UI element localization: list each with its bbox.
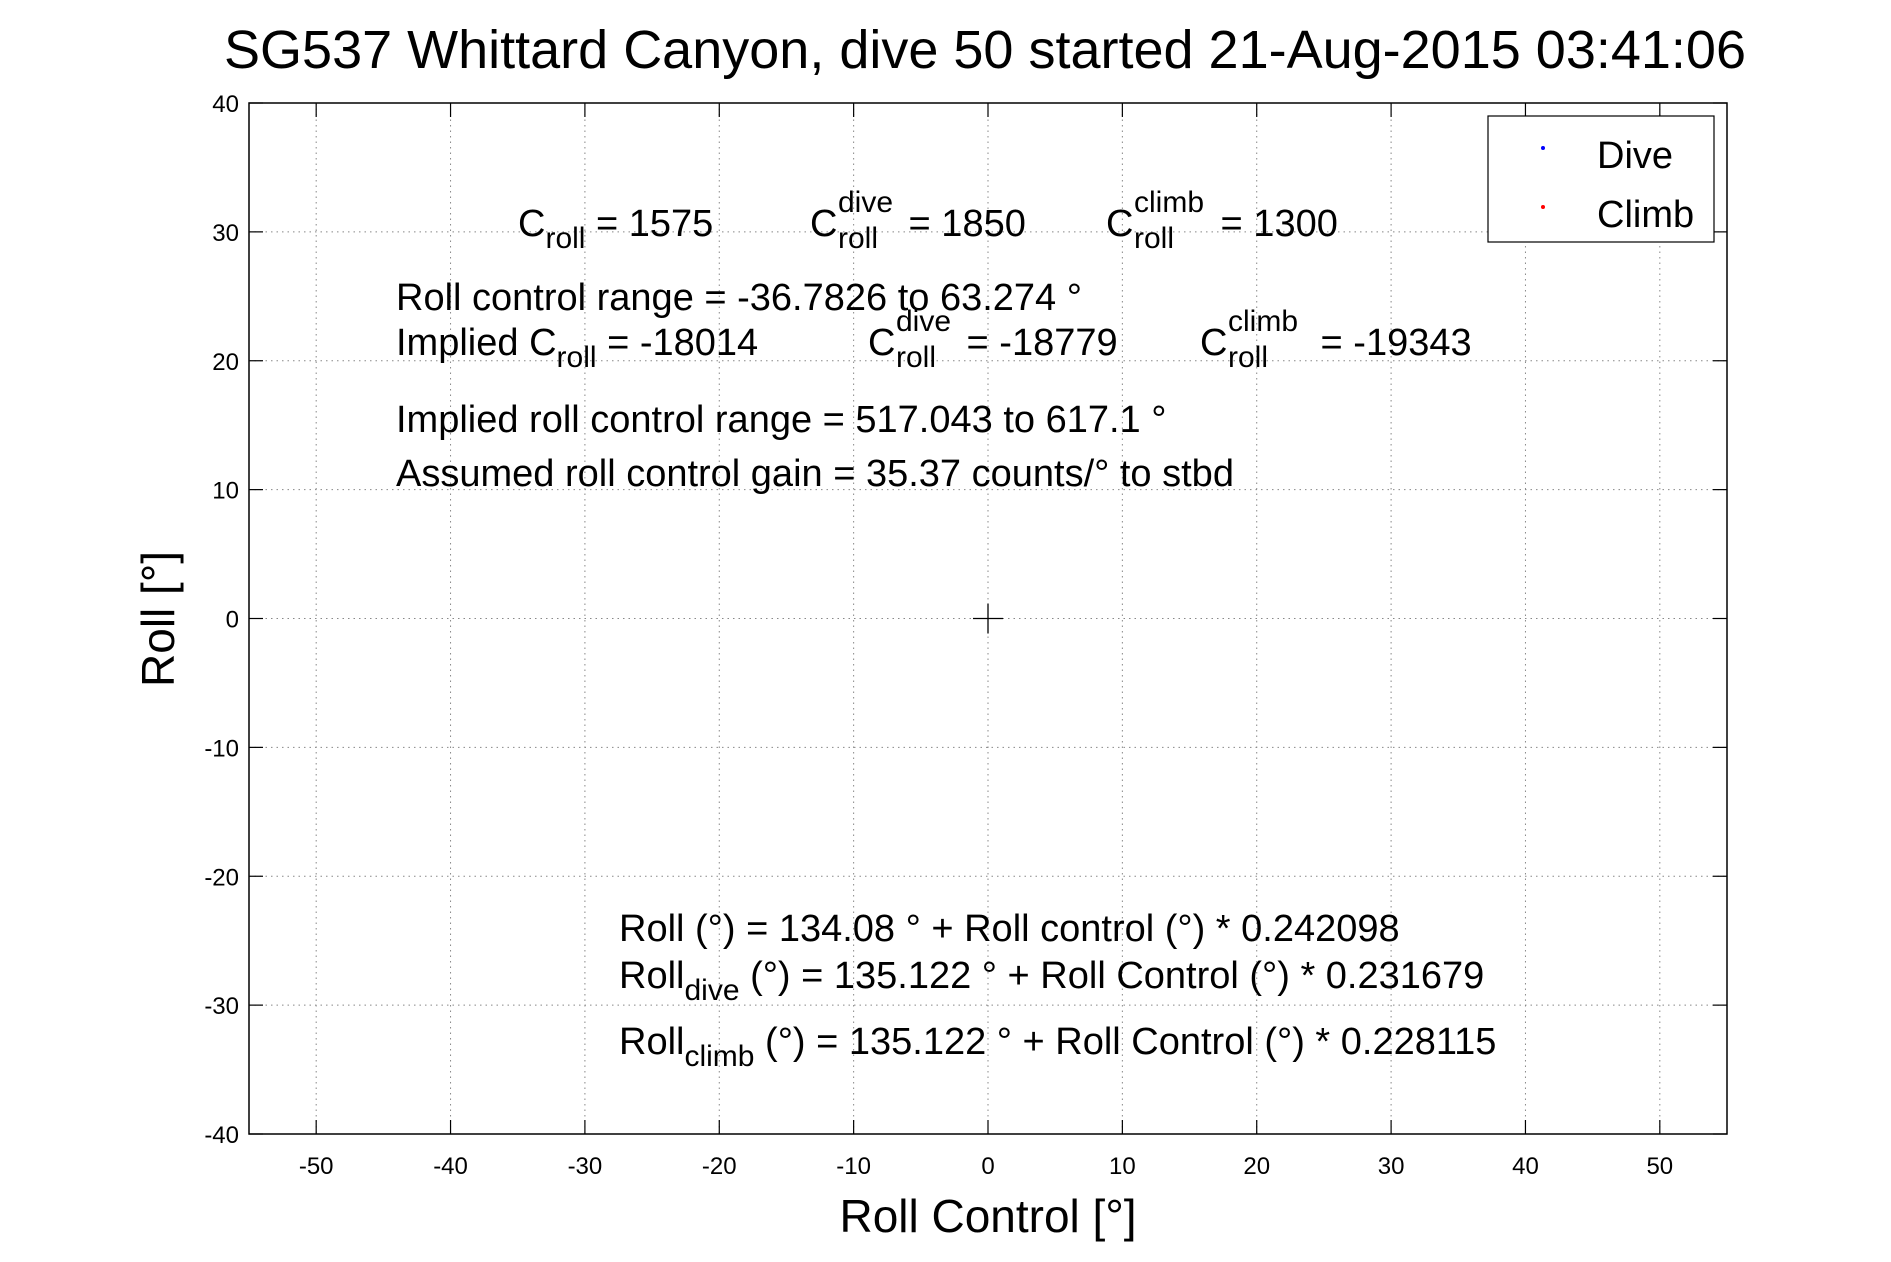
y-tick-label: 30 xyxy=(212,220,239,247)
x-tick-label: -20 xyxy=(702,1153,737,1180)
legend-dive-label: Dive xyxy=(1597,135,1673,177)
legend-box xyxy=(1487,115,1715,243)
x-axis-label: Roll Control [°] xyxy=(839,1190,1136,1242)
x-tick-label: -10 xyxy=(836,1153,871,1180)
legend-climb-label: Climb xyxy=(1597,194,1694,236)
legend-climb-marker xyxy=(1541,205,1545,209)
annotation-implied-c-roll: Implied Croll = -18014 xyxy=(396,322,758,374)
y-tick-labels: -40 -30 -20 -10 0 10 20 30 40 xyxy=(204,91,239,1149)
y-tick-label: 20 xyxy=(212,349,239,376)
y-tick-label: -10 xyxy=(204,735,239,762)
annotation-fit-dive: Rolldive (°) = 135.122 ° + Roll Control … xyxy=(619,955,1484,1007)
grid-lines xyxy=(249,103,1727,1134)
y-tick-label: -30 xyxy=(204,993,239,1020)
axis-ticks xyxy=(249,102,1727,1135)
x-tick-label: 50 xyxy=(1646,1153,1673,1180)
origin-crosshair-marker xyxy=(973,603,1003,634)
annotation-fit-all: Roll (°) = 134.08 ° + Roll control (°) *… xyxy=(619,908,1400,950)
x-tick-label: -30 xyxy=(568,1153,603,1180)
y-tick-label: 10 xyxy=(212,478,239,505)
x-tick-labels: -50 -40 -30 -20 -10 0 10 20 30 40 50 xyxy=(299,1153,1673,1180)
y-tick-label: -20 xyxy=(204,864,239,891)
chart-title: SG537 Whittard Canyon, dive 50 started 2… xyxy=(224,20,1746,80)
y-tick-label: 0 xyxy=(226,607,239,634)
x-tick-label: 40 xyxy=(1512,1153,1539,1180)
x-tick-label: -50 xyxy=(299,1153,334,1180)
annotation-c-roll-dive: Cdive roll = 1850 xyxy=(810,186,1026,255)
annotation-roll-control-gain: Assumed roll control gain = 35.37 counts… xyxy=(396,453,1234,495)
annotation-implied-c-roll-climb: Cclimb roll = -19343 xyxy=(1200,305,1472,374)
annotation-roll-control-range: Roll control range = -36.7826 to 63.274 … xyxy=(396,277,1082,319)
annotation-implied-range: Implied roll control range = 517.043 to … xyxy=(396,399,1166,441)
y-tick-label: 40 xyxy=(212,91,239,118)
x-tick-label: -40 xyxy=(433,1153,468,1180)
y-axis-label: Roll [°] xyxy=(132,551,184,687)
x-tick-label: 10 xyxy=(1109,1153,1136,1180)
annotation-c-roll: Croll = 1575 xyxy=(518,203,713,255)
x-tick-label: 0 xyxy=(981,1153,994,1180)
y-tick-label: -40 xyxy=(204,1122,239,1149)
x-tick-label: 30 xyxy=(1378,1153,1405,1180)
annotation-implied-c-roll-dive: Cdive roll = -18779 xyxy=(868,305,1118,374)
legend-dive-marker xyxy=(1541,146,1545,150)
annotation-c-roll-climb: Cclimb roll = 1300 xyxy=(1106,186,1338,255)
annotation-fit-climb: Rollclimb (°) = 135.122 ° + Roll Control… xyxy=(619,1021,1496,1073)
legend: Dive Climb xyxy=(1487,115,1715,243)
x-tick-label: 20 xyxy=(1243,1153,1270,1180)
